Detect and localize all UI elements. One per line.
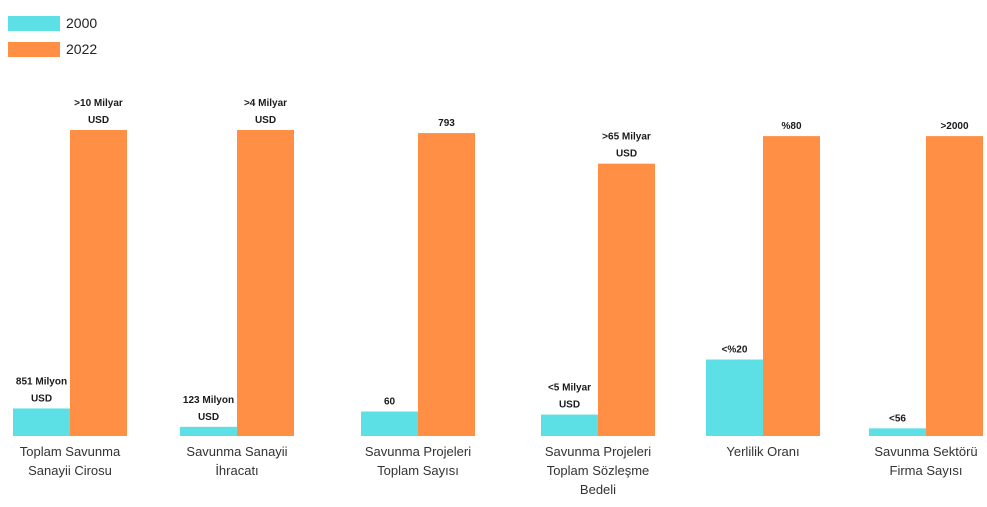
bar-2000-4 <box>706 359 763 436</box>
category-labels-layer: Toplam Savunma Sanayii Cirosu Savunma Sana… <box>20 444 978 497</box>
value-label-2022-4: %80 <box>781 121 801 132</box>
bar-2000-0 <box>13 408 70 436</box>
value-label-2000-1: 123 Milyon USD <box>183 395 234 423</box>
value-labels-layer: 851 Milyon USD >10 Milyar USD 123 Milyon USD >… <box>16 98 969 424</box>
value-label-2000-5: <56 <box>889 413 906 424</box>
bar-2022-3 <box>598 163 655 436</box>
value-label-2000-4: <%20 <box>722 345 748 356</box>
bar-2022-1 <box>237 130 294 436</box>
value-label-2022-3: >65 Milyar USD <box>602 132 651 160</box>
legend-item-2000: 2000 <box>8 10 97 36</box>
bar-2022-4 <box>763 136 820 436</box>
bar-2022-2 <box>418 133 475 436</box>
category-label-2: Savunma Projeleri Toplam Sayısı <box>365 444 471 478</box>
category-label-1: Savunma Sanayii İhracatı <box>186 444 287 478</box>
category-label-5: Savunma Sektörü Firma Sayısı <box>874 444 977 478</box>
legend-swatch-2022 <box>8 41 60 57</box>
bar-2000-2 <box>361 411 418 436</box>
bar-2000-5 <box>869 428 926 436</box>
bar-2000-3 <box>541 414 598 436</box>
legend-label-2000: 2000 <box>66 15 98 31</box>
legend: 2000 2022 <box>8 10 97 62</box>
value-label-2000-2: 60 <box>384 397 396 408</box>
category-label-4: Yerlilik Oranı <box>726 444 799 459</box>
bar-2000-1 <box>180 426 237 436</box>
value-label-2000-0: 851 Milyon USD <box>16 376 67 404</box>
bars-layer <box>13 130 983 436</box>
value-label-2022-5: >2000 <box>940 121 969 132</box>
value-label-2000-3: <5 Milyar USD <box>548 383 591 411</box>
value-label-2022-2: 793 <box>438 118 455 129</box>
category-label-0: Toplam Savunma Sanayii Cirosu <box>20 444 121 478</box>
bar-2022-0 <box>70 130 127 436</box>
legend-label-2022: 2022 <box>66 41 98 57</box>
value-label-2022-0: >10 Milyar USD <box>74 98 123 126</box>
legend-swatch-2000 <box>8 15 60 31</box>
value-label-2022-1: >4 Milyar USD <box>244 98 287 126</box>
legend-item-2022: 2022 <box>8 36 97 62</box>
bar-2022-5 <box>926 136 983 436</box>
category-label-3: Savunma Projeleri Toplam Sözleşme Bedeli <box>545 444 651 497</box>
